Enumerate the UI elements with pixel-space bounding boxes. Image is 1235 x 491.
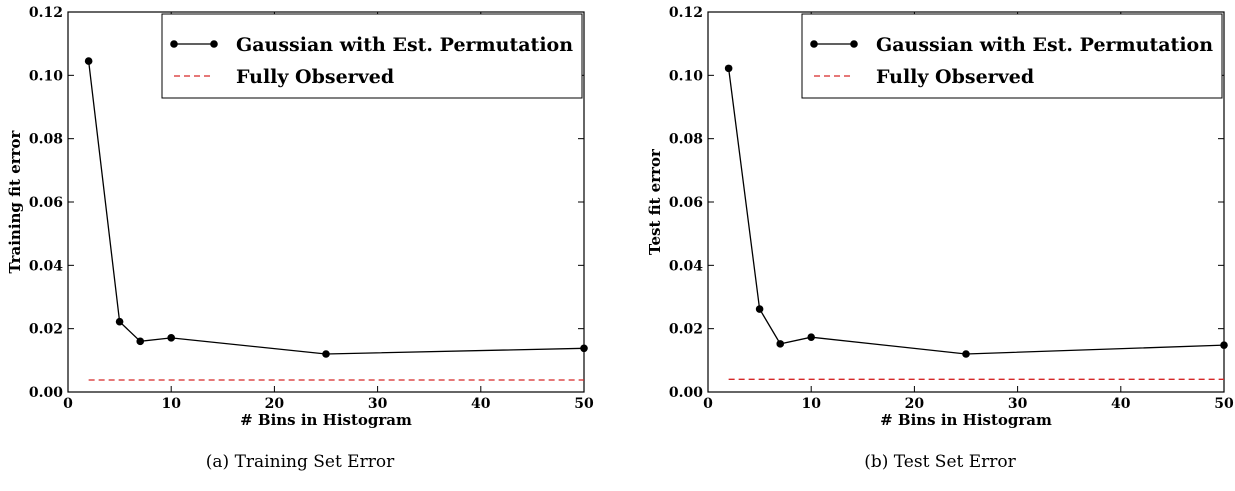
data-point — [136, 337, 145, 346]
legend-marker — [850, 40, 858, 48]
legend-marker — [210, 40, 218, 48]
y-tick-label: 0.10 — [29, 68, 63, 84]
data-point — [962, 350, 970, 358]
legend-label: Fully Observed — [876, 66, 1034, 88]
chart-panel-test: 0 10 20 30 40 50 0.00 0.02 0.04 0.06 0.08 0.10 0.12 #… — [640, 0, 1235, 491]
y-tick-label: 0.00 — [29, 385, 63, 401]
x-tick-label: 30 — [368, 396, 388, 412]
y-tick-label: 0.12 — [29, 5, 63, 21]
series-line-gaussian — [87, 61, 585, 355]
legend-marker — [810, 40, 818, 48]
x-tick-label: 40 — [1111, 396, 1131, 412]
data-point — [724, 64, 733, 73]
legend-label: Gaussian with Est. Permutation — [876, 34, 1213, 56]
x-tick-label: 10 — [801, 396, 821, 412]
x-tick-label: 40 — [471, 396, 491, 412]
caption-training: (a) Training Set Error — [205, 452, 395, 472]
y-tick-label: 0.02 — [669, 322, 703, 338]
caption-test: (b) Test Set Error — [864, 452, 1016, 472]
y-tick-label: 0.04 — [669, 258, 703, 274]
data-point — [84, 57, 93, 65]
legend-label: Fully Observed — [236, 66, 394, 88]
y-tick-label: 0.00 — [669, 385, 703, 401]
data-point — [322, 350, 330, 358]
y-tick-label: 0.06 — [29, 195, 63, 211]
training-error-chart: 0 10 20 30 40 50 0.00 0.02 0.04 0.06 0.08 0.10 0.12 #… — [6, 5, 594, 429]
legend-box — [801, 13, 1223, 99]
y-tick-label: 0.02 — [29, 322, 63, 338]
data-point — [1220, 341, 1228, 349]
x-tick-label: 10 — [161, 396, 181, 412]
x-axis-title: # Bins in Histogram — [880, 411, 1052, 429]
y-axis-title: Test fit error — [646, 148, 664, 255]
data-point — [115, 317, 124, 326]
x-tick-label: 0 — [703, 396, 713, 412]
data-point — [580, 344, 588, 353]
x-tick-label: 20 — [265, 396, 285, 412]
x-axis-title: # Bins in Histogram — [240, 411, 412, 429]
y-tick-label: 0.12 — [669, 5, 703, 21]
data-point — [807, 333, 815, 342]
x-tick-label: 30 — [1008, 396, 1028, 412]
legend-marker — [170, 40, 178, 48]
y-tick-label: 0.08 — [29, 132, 63, 148]
legend-box — [161, 13, 583, 99]
y-tick-label: 0.10 — [669, 68, 703, 84]
x-tick-label: 0 — [63, 396, 73, 412]
y-tick-label: 0.06 — [669, 195, 703, 211]
x-tick-label: 50 — [574, 396, 594, 412]
y-axis-title: Training fit error — [6, 129, 24, 273]
series-line-gaussian — [727, 68, 1225, 355]
data-point — [167, 334, 175, 342]
data-point — [755, 305, 764, 313]
chart-panel-training: 0 10 20 30 40 50 0.00 0.02 0.04 0.06 0.08 0.10 0.12 #… — [0, 0, 600, 491]
y-tick-label: 0.08 — [669, 132, 703, 148]
y-tick-label: 0.04 — [29, 258, 63, 274]
legend-label: Gaussian with Est. Permutation — [236, 34, 573, 56]
x-tick-label: 20 — [905, 396, 925, 412]
x-tick-label: 50 — [1214, 396, 1234, 412]
test-error-chart: 0 10 20 30 40 50 0.00 0.02 0.04 0.06 0.08 0.10 0.12 #… — [646, 5, 1234, 429]
data-point — [776, 340, 785, 348]
